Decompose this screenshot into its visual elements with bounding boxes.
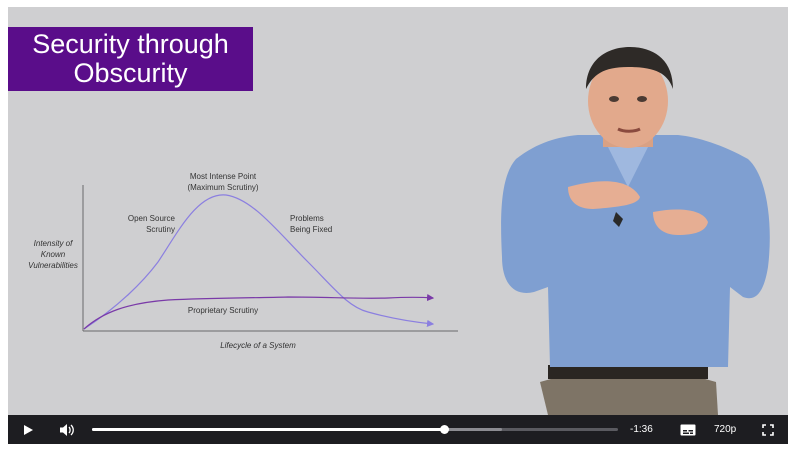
fullscreen-button[interactable] — [758, 415, 778, 444]
x-axis-label: Lifecycle of a System — [220, 341, 296, 350]
scrutiny-diagram — [82, 185, 458, 332]
slide-title-line1: Security through — [32, 29, 229, 59]
progress-played — [92, 428, 445, 431]
y-axis-label-line3: Vulnerabilities — [28, 261, 78, 270]
play-button[interactable] — [18, 415, 38, 444]
video-player[interactable]: Security through Obscurity Intensity of … — [8, 7, 788, 444]
open-source-curve — [83, 194, 435, 330]
slide-title-box: Security through Obscurity — [8, 27, 253, 91]
proprietary-label: Proprietary Scrutiny — [187, 306, 259, 315]
open-source-label: Open Source Scrutiny — [100, 213, 175, 235]
peak-label: Most Intense Point (Maximum Scrutiny) — [168, 171, 278, 193]
captions-icon — [680, 424, 696, 435]
open-source-label-line1: Open Source — [127, 214, 175, 223]
problems-label-line2: Being Fixed — [290, 225, 333, 234]
presenter-figure — [501, 47, 770, 415]
progress-scrubber[interactable] — [440, 425, 450, 434]
problems-label: Problems Being Fixed — [290, 213, 360, 235]
play-icon — [24, 424, 33, 435]
problems-label-line1: Problems — [290, 214, 324, 223]
peak-label-line1: Most Intense Point — [189, 172, 257, 181]
slide-title: Security through Obscurity — [8, 30, 253, 88]
y-axis-label-line1: Intensity of — [33, 239, 73, 248]
slide-title-line2: Obscurity — [73, 58, 188, 88]
volume-icon — [60, 423, 74, 436]
y-axis-label-line2: Known — [40, 250, 66, 259]
proprietary-curve — [83, 293, 435, 330]
captions-button[interactable] — [678, 415, 698, 444]
peak-label-line2: (Maximum Scrutiny) — [187, 183, 259, 192]
time-remaining: -1:36 — [630, 424, 653, 435]
fullscreen-icon — [762, 423, 774, 436]
open-source-label-line2: Scrutiny — [146, 225, 175, 234]
quality-selector[interactable]: 720p — [714, 424, 737, 435]
volume-button[interactable] — [56, 415, 78, 444]
progress-bar[interactable] — [92, 425, 618, 434]
player-controls: -1:36 720p — [8, 415, 788, 444]
y-axis-label: Intensity of Known Vulnerabilities — [22, 238, 84, 271]
